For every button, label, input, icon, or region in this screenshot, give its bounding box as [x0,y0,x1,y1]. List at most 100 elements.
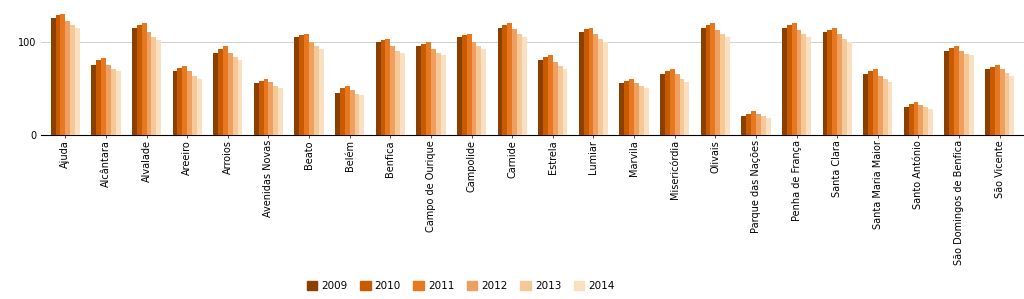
Bar [400,53,404,135]
Bar [507,23,512,135]
Bar [141,23,146,135]
Bar [802,34,806,135]
Bar [1005,73,1010,135]
Bar [498,28,503,135]
Bar [457,37,462,135]
Bar [928,109,933,135]
Bar [625,81,629,135]
Bar [919,105,924,135]
Bar [598,39,603,135]
Bar [157,40,161,135]
Bar [66,21,71,135]
Bar [96,60,101,135]
Bar [594,34,598,135]
Bar [111,69,116,135]
Bar [349,90,354,135]
Bar [462,35,467,135]
Bar [782,28,786,135]
Bar [259,81,263,135]
Bar [436,53,440,135]
Bar [913,102,919,135]
Bar [720,34,725,135]
Bar [218,49,223,135]
Bar [751,111,756,135]
Bar [904,107,908,135]
Bar [675,74,680,135]
Bar [471,42,476,135]
Bar [589,28,594,135]
Bar [842,39,847,135]
Bar [629,79,634,135]
Bar [481,49,486,135]
Bar [797,30,802,135]
Bar [711,23,716,135]
Bar [304,34,309,135]
Bar [522,37,526,135]
Bar [1010,76,1014,135]
Bar [467,34,471,135]
Bar [827,30,833,135]
Bar [883,79,888,135]
Bar [75,28,80,135]
Bar [376,42,381,135]
Bar [309,42,314,135]
Bar [314,46,318,135]
Bar [254,83,259,135]
Bar [335,93,340,135]
Bar [786,25,792,135]
Bar [792,23,797,135]
Bar [232,57,238,135]
Bar [620,83,625,135]
Bar [964,54,969,135]
Bar [684,82,689,135]
Bar [55,16,60,135]
Bar [340,88,345,135]
Bar [634,83,639,135]
Bar [173,71,177,135]
Bar [888,82,892,135]
Bar [872,69,878,135]
Bar [60,14,66,135]
Bar [562,69,567,135]
Bar [421,44,426,135]
Bar [390,46,395,135]
Bar [395,51,400,135]
Bar [51,18,55,135]
Bar [182,66,187,135]
Bar [761,116,766,135]
Bar [969,56,974,135]
Bar [279,88,283,135]
Bar [417,46,421,135]
Bar [949,48,954,135]
Bar [868,71,872,135]
Bar [385,39,390,135]
Bar [177,68,182,135]
Bar [263,79,268,135]
Bar [999,69,1005,135]
Bar [660,74,665,135]
Bar [639,86,644,135]
Bar [146,32,152,135]
Bar [806,37,811,135]
Bar [924,107,928,135]
Bar [579,32,584,135]
Bar [558,66,562,135]
Legend: 2009, 2010, 2011, 2012, 2013, 2014: 2009, 2010, 2011, 2012, 2013, 2014 [307,281,614,291]
Bar [700,28,706,135]
Bar [665,71,670,135]
Bar [741,116,746,135]
Bar [706,25,711,135]
Bar [746,114,751,135]
Bar [985,69,990,135]
Bar [273,86,279,135]
Bar [116,71,121,135]
Bar [553,62,558,135]
Bar [543,57,548,135]
Bar [101,58,105,135]
Bar [670,69,675,135]
Bar [548,56,553,135]
Bar [680,79,684,135]
Bar [299,35,304,135]
Bar [908,104,913,135]
Bar [959,51,964,135]
